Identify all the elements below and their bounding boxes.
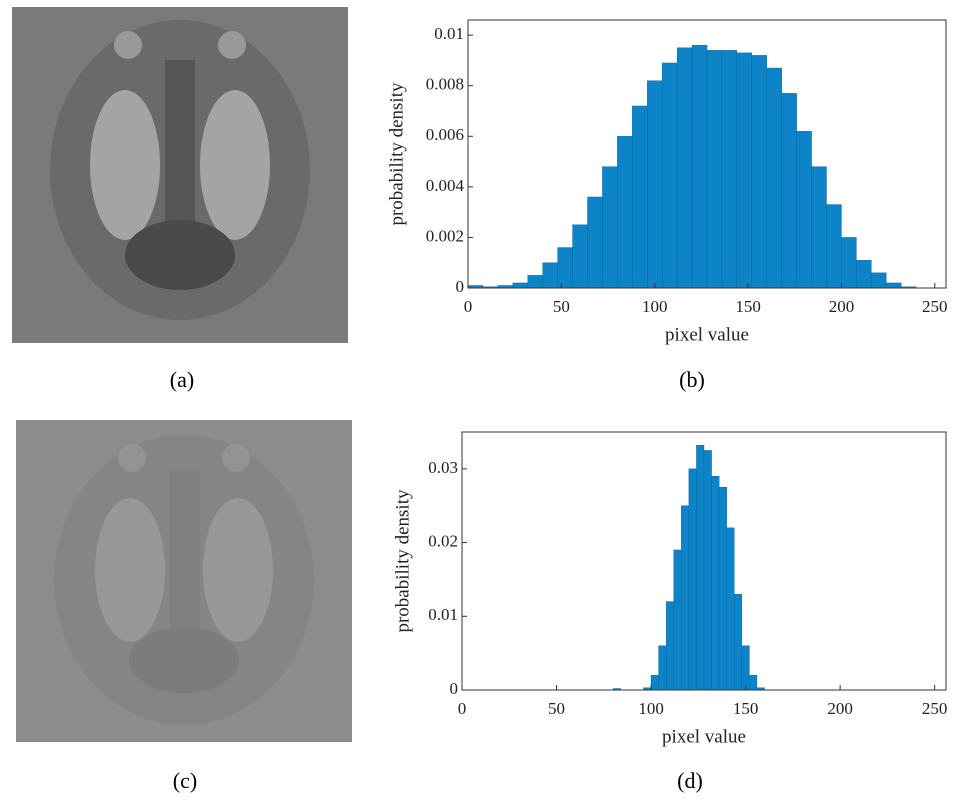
y-tick-label: 0.002 xyxy=(426,226,464,245)
bar xyxy=(542,262,558,289)
bar xyxy=(691,45,708,289)
x-tick-label: 150 xyxy=(733,699,759,718)
bar xyxy=(718,487,727,691)
bar xyxy=(766,67,782,289)
bar xyxy=(512,282,528,289)
bar xyxy=(736,52,753,289)
x-tick-label: 100 xyxy=(638,699,664,718)
x-tick-label: 0 xyxy=(458,699,467,718)
x-tick-label: 200 xyxy=(827,699,853,718)
bar xyxy=(826,204,842,289)
bar xyxy=(886,282,902,289)
y-tick-label: 0 xyxy=(456,277,465,296)
bar xyxy=(681,505,690,691)
bar xyxy=(617,136,633,289)
bar xyxy=(587,196,603,289)
bar xyxy=(650,675,659,691)
x-tick-label: 50 xyxy=(553,297,570,316)
x-tick-label: 50 xyxy=(548,699,565,718)
image-c xyxy=(16,420,352,742)
x-axis-label: pixel value xyxy=(665,324,749,345)
bar xyxy=(856,259,872,289)
caption: (b) xyxy=(679,367,705,392)
caption: (d) xyxy=(677,768,703,793)
bar xyxy=(602,166,618,289)
y-tick-label: 0.02 xyxy=(428,531,458,550)
y-tick-label: 0.01 xyxy=(434,24,464,43)
bar xyxy=(696,445,705,691)
bar xyxy=(871,272,887,289)
x-tick-label: 250 xyxy=(922,699,948,718)
bar xyxy=(741,645,750,691)
y-tick-label: 0.03 xyxy=(428,458,458,477)
x-tick-label: 250 xyxy=(922,297,948,316)
bar xyxy=(781,93,797,289)
bar xyxy=(658,645,667,691)
x-tick-label: 200 xyxy=(829,297,855,316)
x-axis-label: pixel value xyxy=(662,726,746,747)
y-tick-label: 0.01 xyxy=(428,605,458,624)
bar xyxy=(706,50,723,289)
bar xyxy=(647,80,663,289)
bar xyxy=(703,450,712,691)
image-a xyxy=(12,7,348,343)
bar xyxy=(734,593,743,691)
bar xyxy=(676,47,693,289)
bar xyxy=(726,527,735,691)
bar xyxy=(841,237,857,289)
bar xyxy=(751,55,767,289)
bar xyxy=(811,166,827,289)
bar xyxy=(572,224,588,289)
y-tick-label: 0.008 xyxy=(426,75,464,94)
bar xyxy=(688,468,697,691)
bar xyxy=(711,476,720,691)
y-axis-label: probability density xyxy=(386,82,407,226)
axes-box xyxy=(461,431,947,691)
y-tick-label: 0 xyxy=(450,679,459,698)
bar xyxy=(557,247,573,289)
bar xyxy=(673,549,682,691)
bar xyxy=(527,275,543,289)
x-tick-label: 100 xyxy=(642,297,668,316)
bar xyxy=(665,601,674,691)
bar xyxy=(661,62,678,289)
axes-box xyxy=(467,19,947,289)
caption: (c) xyxy=(173,768,197,793)
caption: (a) xyxy=(170,367,194,392)
y-tick-label: 0.006 xyxy=(426,125,464,144)
bar xyxy=(721,50,738,289)
x-tick-label: 0 xyxy=(464,297,473,316)
x-tick-label: 150 xyxy=(735,297,761,316)
bar xyxy=(632,105,648,289)
y-tick-label: 0.004 xyxy=(426,176,465,195)
bar xyxy=(749,675,758,691)
bar xyxy=(796,131,812,289)
y-axis-label: probability density xyxy=(392,489,413,633)
